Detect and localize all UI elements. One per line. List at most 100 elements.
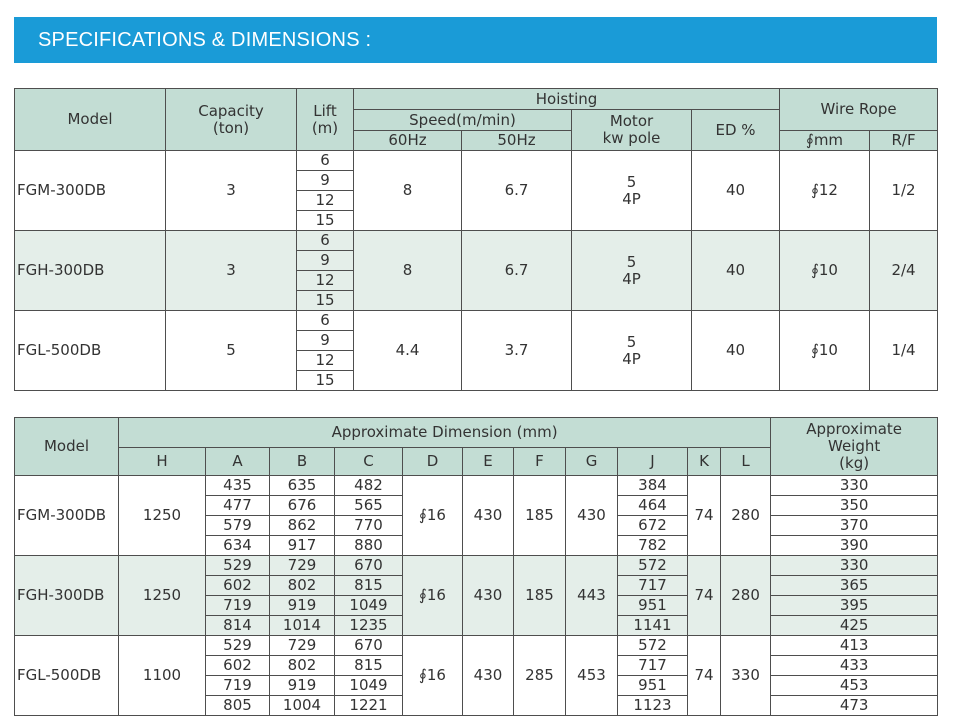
speed-50hz-cell: 6.7 (461, 150, 572, 231)
dim-b-cell: 1014 (269, 615, 335, 636)
dim-j-cell: 782 (617, 535, 688, 556)
lift-cell: 9 (296, 330, 354, 351)
speed-60hz-cell: 4.4 (353, 310, 462, 391)
model-cell: FGH-300DB (14, 555, 119, 636)
table-row: 602 802 815 717 433 (15, 655, 939, 676)
table-row: 12 (15, 350, 938, 371)
dim-b-cell: 802 (269, 575, 335, 596)
dim-header-weight-line3: (kg) (839, 454, 870, 472)
header-50hz: 50Hz (461, 130, 572, 151)
speed-60hz-cell: 8 (353, 150, 462, 231)
dim-a-cell: 805 (205, 695, 270, 716)
table-row: FGM-300DB 3 6 8 6.7 5 4P 40 ∮12 1/2 (14, 150, 939, 231)
dim-header-j: J (617, 447, 688, 476)
dim-c-cell: 1049 (334, 675, 403, 696)
ed-cell: 40 (690, 230, 781, 311)
lift-cell: 15 (296, 210, 354, 231)
dim-d-cell: ∮16 (402, 475, 463, 556)
dim-c-cell: 1049 (334, 595, 403, 616)
motor-pole: 4P (622, 349, 641, 368)
lift-cell: 12 (296, 350, 354, 371)
dim-j-cell: 1141 (617, 615, 688, 636)
header-capacity-line1: Capacity (198, 101, 264, 120)
dim-c-cell: 880 (334, 535, 403, 556)
motor-cell: 5 4P (571, 230, 692, 311)
weight-cell: 365 (770, 575, 939, 596)
header-lift-line1: Lift (313, 101, 337, 120)
page-title: SPECIFICATIONS & DIMENSIONS : (38, 28, 372, 51)
dim-f-cell: 185 (513, 475, 566, 556)
speed-60hz-cell: 8 (353, 230, 462, 311)
lift-cell: 6 (296, 230, 354, 251)
weight-cell: 350 (770, 495, 939, 516)
table-row: 12 (15, 270, 938, 291)
lift-cell: 12 (296, 270, 354, 291)
dim-b-cell: 919 (269, 595, 335, 616)
dim-f-cell: 285 (513, 635, 566, 716)
weight-cell: 370 (770, 515, 939, 536)
dim-b-cell: 729 (269, 555, 335, 576)
dim-j-cell: 672 (617, 515, 688, 536)
dim-header-a: A (205, 447, 270, 476)
table-row: 9 (15, 170, 938, 191)
dim-c-cell: 1235 (334, 615, 403, 636)
dim-h-cell: 1250 (118, 475, 206, 556)
lift-cell: 9 (296, 250, 354, 271)
dim-header-f: F (513, 447, 566, 476)
dim-c-cell: 770 (334, 515, 403, 536)
dim-b-cell: 919 (269, 675, 335, 696)
lift-cell: 9 (296, 170, 354, 191)
dim-header-model: Model (14, 417, 119, 476)
dim-b-cell: 635 (269, 475, 335, 496)
motor-kw: 5 (626, 332, 637, 351)
motor-pole: 4P (622, 269, 641, 288)
header-speed: Speed(m/min) (353, 109, 572, 131)
capacity-cell: 3 (165, 150, 297, 231)
model-cell: FGM-300DB (14, 150, 166, 231)
weight-cell: 425 (770, 615, 939, 636)
dim-g-cell: 453 (565, 635, 618, 716)
rope-mm-cell: ∮10 (779, 230, 871, 311)
dim-e-cell: 430 (462, 555, 514, 636)
model-cell: FGL-500DB (14, 310, 166, 391)
dim-a-cell: 602 (205, 655, 270, 676)
rf-cell: 2/4 (869, 230, 939, 311)
dim-d-cell: ∮16 (402, 635, 463, 716)
dim-l-cell: 330 (719, 635, 772, 716)
dim-g-cell: 430 (565, 475, 618, 556)
capacity-cell: 3 (165, 230, 297, 311)
table-row: 579 862 770 672 370 (15, 515, 939, 536)
table-row: FGH-300DB 1250 529 729 670 ∮16 430 185 4… (14, 555, 939, 636)
dim-header-b: B (269, 447, 335, 476)
motor-kw: 5 (626, 172, 637, 191)
dim-header-weight-line1: Approximate (806, 420, 903, 438)
rope-mm-cell: ∮12 (779, 150, 871, 231)
dim-a-cell: 719 (205, 595, 270, 616)
weight-cell: 330 (770, 555, 939, 576)
dim-a-cell: 529 (205, 635, 270, 656)
dimension-table: Model Approximate Dimension (mm) Approxi… (14, 417, 939, 716)
dim-h-cell: 1100 (118, 635, 206, 716)
table-row: 719 919 1049 951 395 (15, 595, 939, 616)
model-cell: FGM-300DB (14, 475, 119, 556)
header-motor: Motor kw pole (571, 109, 692, 151)
header-capacity-line2: (ton) (212, 118, 250, 137)
table-row: 805 1004 1221 1123 473 (15, 695, 939, 716)
dim-header-h: H (118, 447, 206, 476)
table-row: 814 1014 1235 1141 425 (15, 615, 939, 636)
lift-cell: 15 (296, 370, 354, 391)
header-wire-rope: Wire Rope (779, 88, 939, 131)
header-rope-mm: ∮mm (779, 130, 871, 151)
dim-header-e: E (462, 447, 514, 476)
capacity-cell: 5 (165, 310, 297, 391)
dim-header-k: K (687, 447, 721, 476)
dim-l-cell: 280 (719, 555, 772, 636)
dim-a-cell: 634 (205, 535, 270, 556)
dim-f-cell: 185 (513, 555, 566, 636)
dim-c-cell: 565 (334, 495, 403, 516)
dim-d-cell: ∮16 (402, 555, 463, 636)
dim-k-cell: 74 (687, 555, 721, 636)
dim-j-cell: 951 (617, 595, 688, 616)
rf-cell: 1/4 (869, 310, 939, 391)
header-lift: Lift (m) (296, 88, 354, 151)
